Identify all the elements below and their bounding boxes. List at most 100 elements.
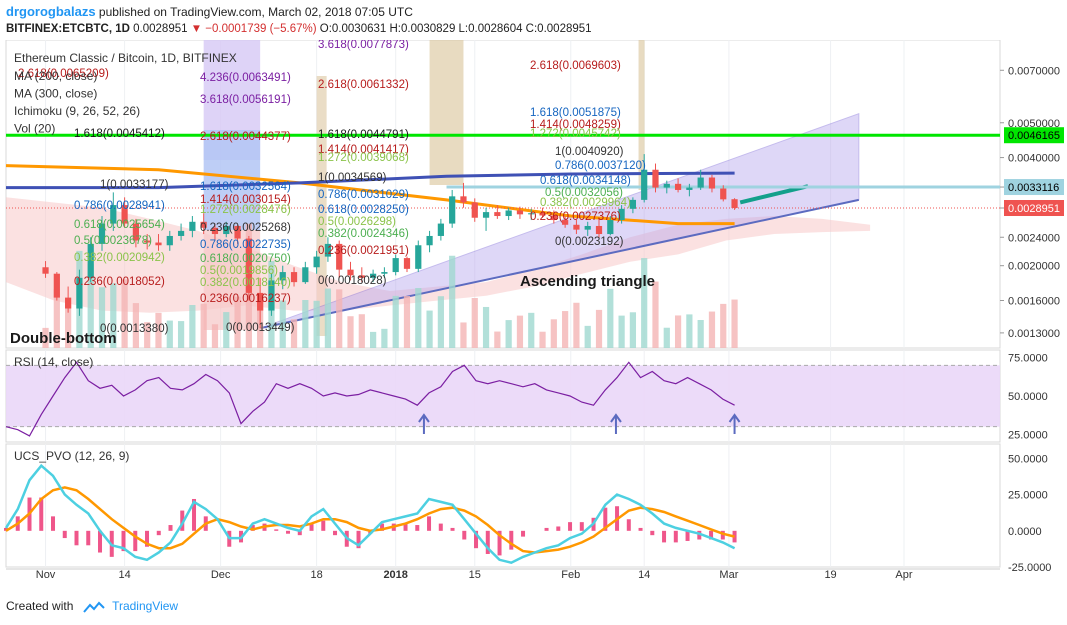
candle-body: [720, 188, 727, 200]
pvo-histogram-bar: [497, 530, 502, 556]
pvo-main-line: [4, 463, 736, 565]
ichimoku-cloud: [6, 197, 871, 313]
volume-bar: [369, 331, 377, 348]
candle-body: [65, 297, 72, 309]
pvo-histogram-bar: [274, 529, 279, 531]
chart-area[interactable]: 3.618(0.0077873) 2.618(0.0065209) 4.236(0.…: [0, 40, 1067, 597]
pvo-axis-label: 50.0000: [1008, 453, 1048, 465]
pvo-histogram-bar: [415, 525, 420, 531]
rsi-up-arrow-icon: [418, 413, 430, 434]
published-text: published on TradingView.com, March 02, …: [98, 5, 413, 19]
candle-body: [460, 196, 467, 203]
fib-level-label: 1(0.0033177): [100, 179, 169, 191]
volume-bar: [234, 296, 241, 348]
candle-body: [471, 202, 478, 218]
volume-bar: [550, 319, 557, 348]
annotation-ascending-triangle: Ascending triangle: [520, 273, 655, 290]
pvo-histogram-bar: [662, 530, 667, 543]
pvo-histogram-bar: [145, 530, 150, 547]
time-axis-label: 15: [469, 569, 481, 581]
fib-band: [316, 76, 327, 336]
volume-bar: [336, 289, 343, 348]
volume-bar: [200, 303, 207, 348]
volume-bar: [652, 281, 659, 348]
pvo-histogram-bar: [380, 523, 385, 531]
price-axis-label: 0.0028951: [1008, 203, 1060, 215]
volume-bar: [607, 288, 614, 348]
pvo-histogram-bar: [403, 523, 408, 531]
candle-body: [528, 213, 535, 215]
volume-bar: [449, 255, 456, 348]
price-axis-label: 0.0050000: [1008, 118, 1060, 130]
time-axis-label: Feb: [561, 569, 580, 581]
fib-level-label: 0.5(0.0026298): [318, 216, 396, 228]
candle-body: [426, 235, 433, 246]
tradingview-logo-icon: [82, 601, 105, 613]
ma200-line: [5, 164, 735, 226]
pvo-histogram-bar: [121, 530, 126, 552]
pvo-histogram-bar: [697, 530, 702, 540]
candle-body: [200, 221, 207, 228]
volume-bar: [279, 300, 286, 348]
candle-body: [607, 220, 614, 235]
candle-body: [550, 215, 557, 221]
candle-body: [177, 230, 185, 236]
volume-bar: [110, 283, 117, 348]
chart-header: drgorogbalazs published on TradingView.c…: [0, 0, 1067, 40]
time-axis-label: Dec: [211, 569, 231, 581]
triangle-support-line: [259, 198, 860, 330]
volume-bar: [426, 310, 433, 348]
rsi-up-arrow-icon: [610, 413, 622, 434]
volume-bar: [516, 315, 524, 348]
fib-level-label: 0.5(0.0019856): [200, 265, 278, 277]
pvo-histogram-bar: [51, 516, 56, 531]
volume-bar: [98, 287, 106, 348]
candle-body: [415, 245, 422, 269]
tradingview-link[interactable]: TradingView: [112, 599, 179, 613]
volume-bar: [42, 327, 49, 348]
volume-bar: [674, 315, 682, 348]
volume-bar: [437, 296, 444, 348]
candle-body: [697, 177, 704, 188]
fib-level-label: 3.618(0.0056191): [200, 94, 291, 106]
fib-level-label: 2.618(0.0069603): [530, 60, 621, 72]
fib-level-label: 0(0.0023192): [555, 236, 624, 248]
time-axis-label: 14: [638, 569, 650, 581]
fib-level-label: 2.618(0.0044377): [200, 131, 291, 143]
pvo-histogram-bar: [603, 507, 608, 531]
volume-bar: [392, 295, 399, 348]
pvo-histogram-bar: [309, 523, 314, 531]
candle-body: [347, 269, 354, 276]
candle-body: [663, 183, 670, 188]
fib-level-label: 0(0.0013449): [226, 322, 295, 334]
fib-level-label: 1.272(0.0039068): [318, 152, 409, 164]
fib-level-label: 2.618(0.0065209): [18, 68, 109, 80]
candle-body: [42, 267, 49, 274]
price-change: ▼ −0.0001739 (−5.67%): [190, 23, 317, 35]
price-axis-label: 0.0070000: [1008, 65, 1060, 77]
volume-bar: [471, 298, 478, 348]
fib-level-label: 1.272(0.0045742): [530, 128, 621, 140]
volume-bar: [595, 309, 603, 348]
fib-level-label: 1.618(0.0051875): [530, 107, 621, 119]
author-link[interactable]: drgorogbalazs: [6, 4, 96, 19]
price-axis-label: 0.0016000: [1008, 296, 1060, 308]
rsi-line: [5, 361, 735, 437]
volume-bar: [121, 279, 128, 348]
candle-body: [674, 183, 682, 190]
fib-level-label: 0.786(0.0022735): [200, 239, 291, 251]
fib-level-label: 0(0.0013380): [100, 323, 169, 335]
legend-entry: MA (200, close): [14, 69, 97, 83]
pvo-histogram-bar: [450, 527, 455, 531]
volume-bar: [65, 303, 72, 348]
candle-body: [584, 225, 591, 230]
candle-body: [313, 256, 320, 268]
pvo-histogram-bar: [98, 530, 103, 553]
volume-bar: [87, 264, 94, 348]
fib-level-label: 0.618(0.0025654): [74, 219, 165, 231]
fib-level-label: 1(0.0040920): [555, 146, 624, 158]
pvo-histogram-bar: [74, 530, 79, 546]
candle-body: [87, 243, 94, 278]
candle-body: [381, 272, 388, 274]
price-axis-badge: [1004, 200, 1064, 217]
